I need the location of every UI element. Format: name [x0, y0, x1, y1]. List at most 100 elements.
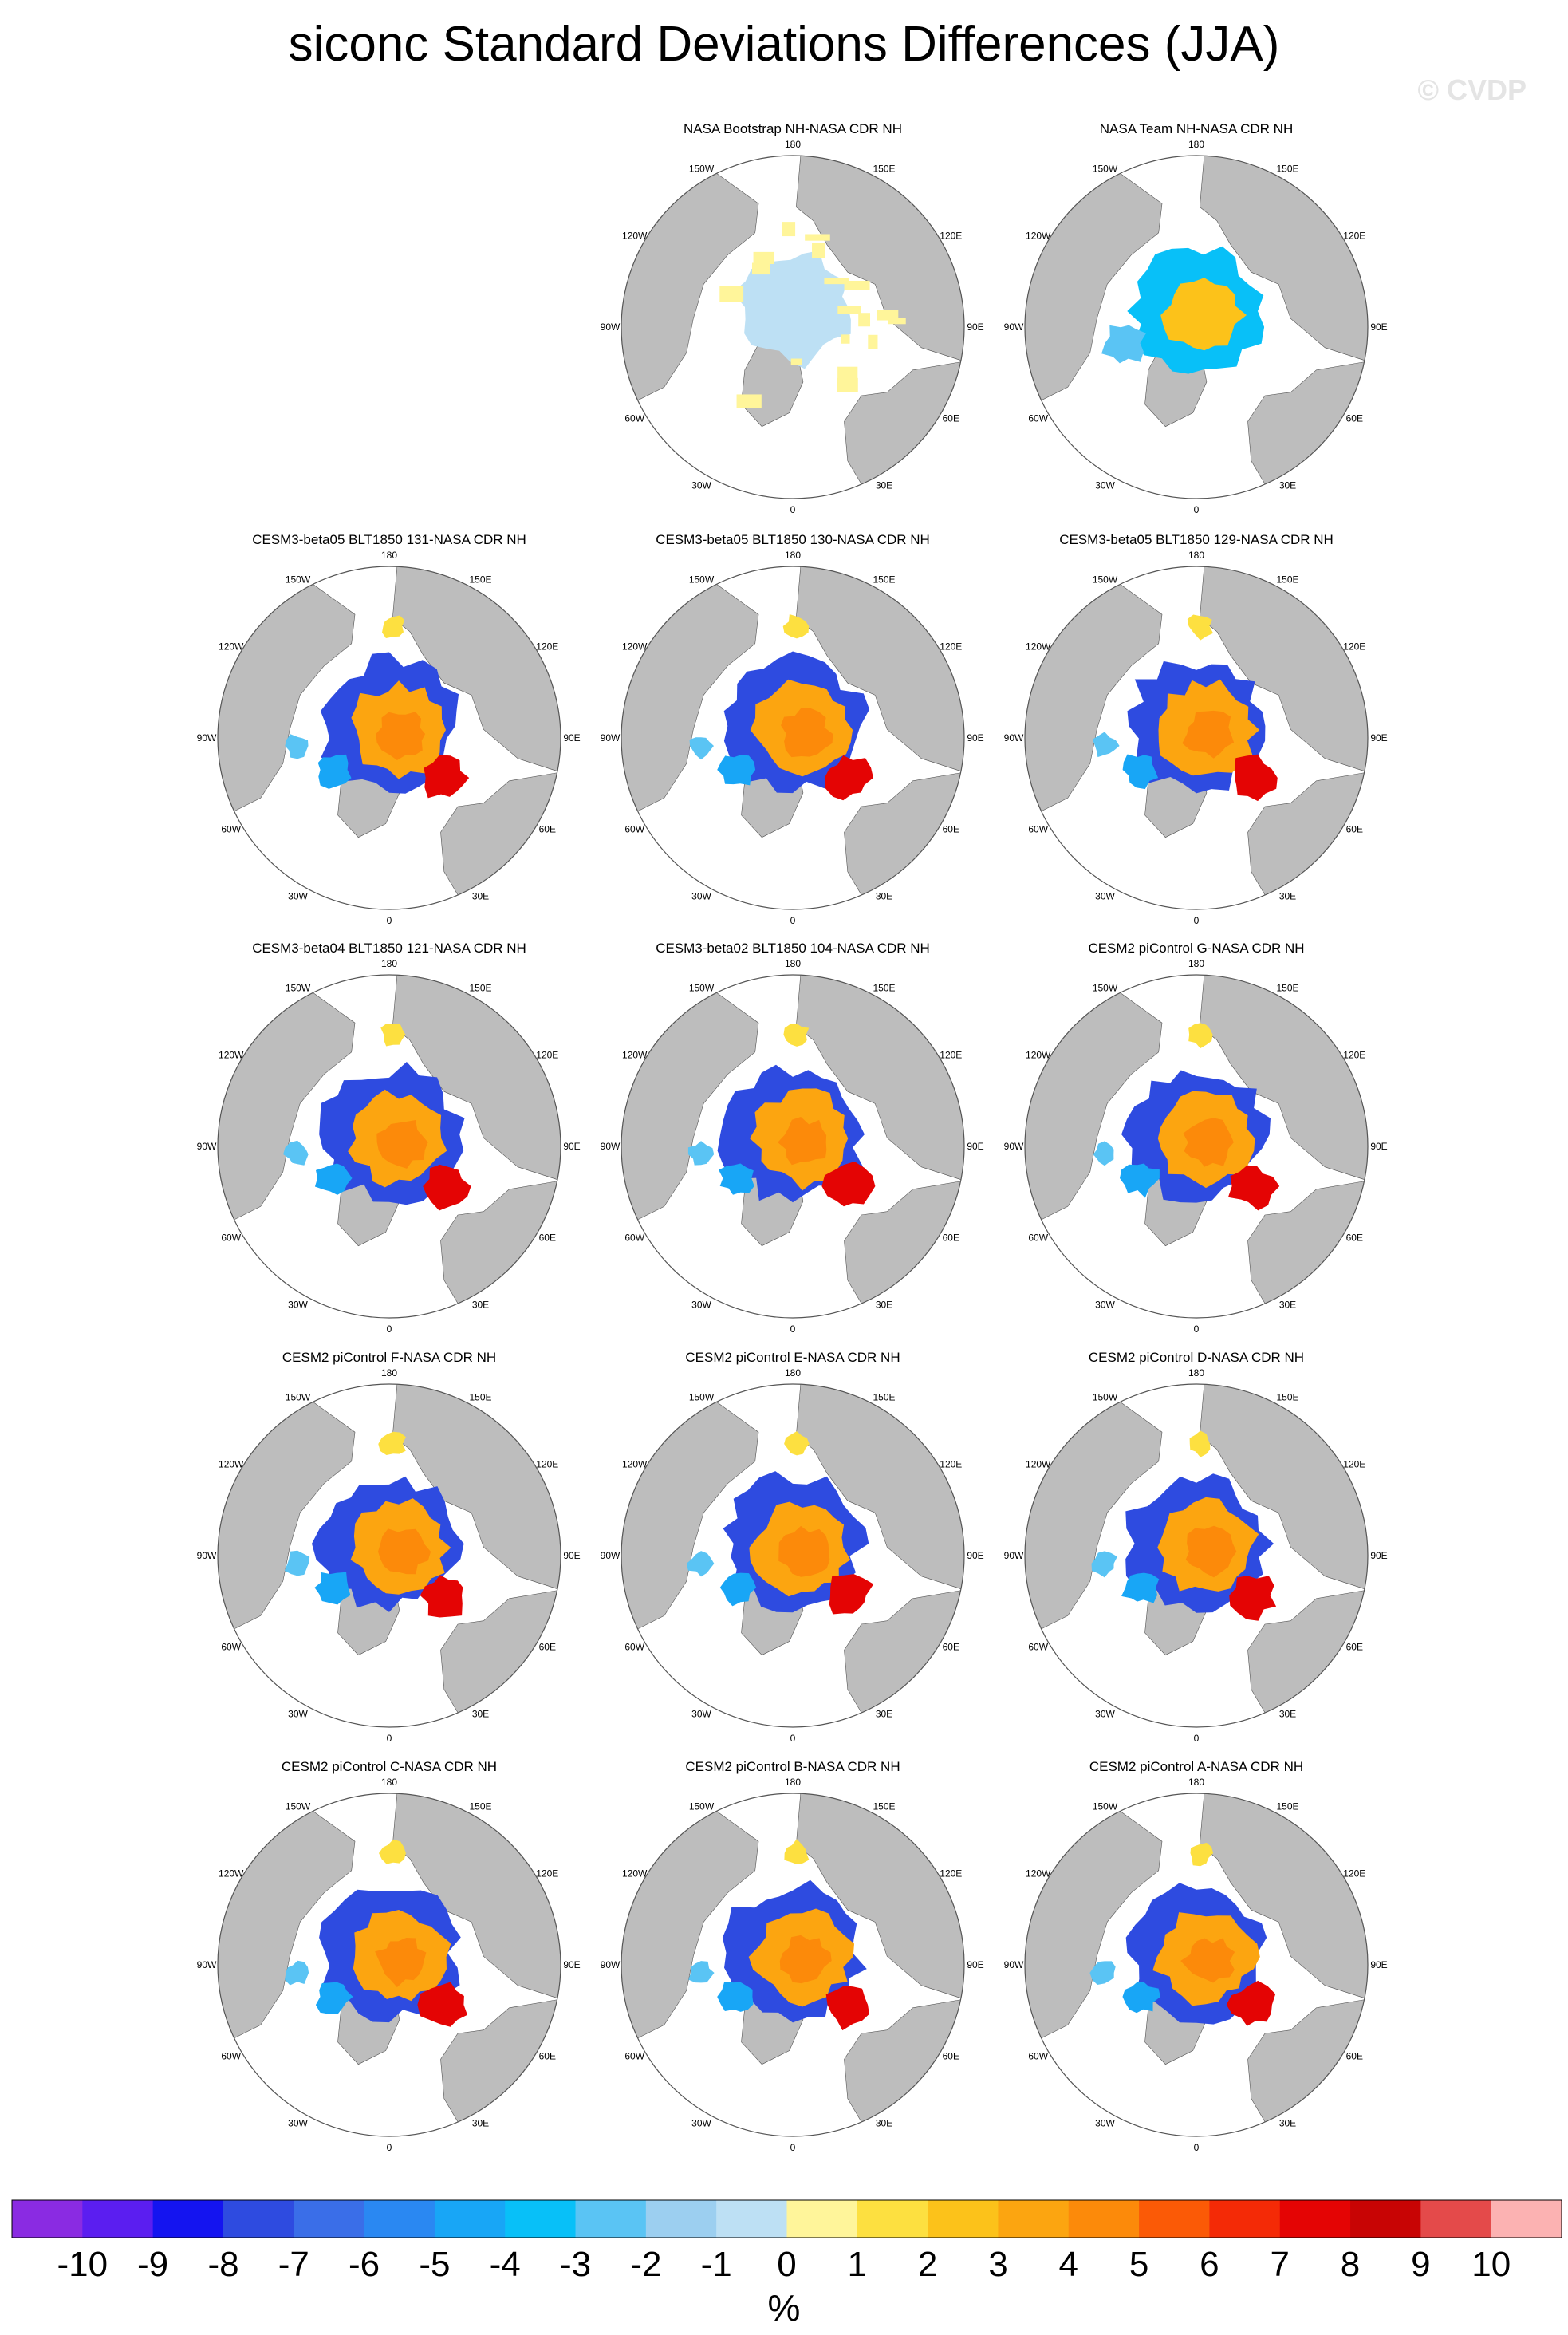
sea-ice-patch [888, 318, 906, 325]
longitude-label: 30W [288, 2117, 308, 2128]
sea-ice-patch [717, 755, 756, 786]
sea-ice-edge [1226, 1980, 1276, 2026]
longitude-label: 90E [1370, 321, 1387, 333]
sea-ice-core [1183, 1118, 1234, 1167]
sea-ice-patch [858, 313, 871, 327]
map-panel: CESM3-beta04 BLT1850 121-NASA CDR NH 180 1… [197, 941, 581, 1335]
colorbar: -10 -9 -8 -7 -6 -5 -4 -3 -2 -1 0 1 2 3 4 5 6 7 8 9 10% [11, 2199, 1562, 2329]
sea-ice-edge [825, 1986, 869, 2031]
sea-ice-patch [784, 1839, 810, 1864]
longitude-label: 120E [940, 1050, 962, 1061]
colorbar-tick-label: -8 [207, 2245, 238, 2284]
sea-ice-patch [378, 1431, 406, 1455]
longitude-label: 180 [1188, 958, 1204, 969]
map-boundary [1024, 1793, 1369, 2137]
longitude-label: 120W [1026, 1459, 1051, 1470]
sea-ice-patch [1121, 1572, 1160, 1603]
longitude-label: 90E [1370, 1141, 1387, 1152]
panel-title: NASA Bootstrap NH-NASA CDR NH [684, 121, 902, 136]
sea-ice-edge [420, 1575, 463, 1618]
longitude-label: 150E [469, 1392, 491, 1403]
longitude-label: 180 [1188, 550, 1204, 561]
longitude-label: 150W [286, 1801, 311, 1812]
colorbar-swatch [82, 2200, 154, 2238]
colorbar-swatch [12, 2200, 83, 2238]
sea-ice-patch [784, 1431, 810, 1456]
longitude-label: 120W [1026, 641, 1051, 653]
longitude-label: 120E [940, 1459, 962, 1470]
longitude-label: 60W [624, 2051, 644, 2062]
longitude-label: 90E [967, 321, 983, 333]
colorbar-swatch [716, 2200, 787, 2238]
longitude-label: 150W [689, 1801, 715, 1812]
map-boundary [1024, 155, 1369, 499]
longitude-label: 60W [1028, 1233, 1048, 1244]
sea-ice-core [376, 1120, 428, 1169]
longitude-label: 30E [876, 1708, 892, 1719]
longitude-label: 0 [387, 915, 392, 926]
longitude-label: 90E [1370, 1959, 1387, 1970]
panel-title: CESM2 piControl F-NASA CDR NH [282, 1350, 496, 1365]
sea-ice-edge [1235, 754, 1278, 802]
sea-ice-core [778, 1525, 830, 1577]
colorbar-swatch [505, 2200, 576, 2238]
panel-title: CESM2 piControl D-NASA CDR NH [1089, 1350, 1304, 1365]
map-panel: CESM2 piControl F-NASA CDR NH 180 150E 120E… [197, 1350, 581, 1744]
sea-ice-patch [1189, 1430, 1211, 1457]
longitude-label: 90E [563, 732, 580, 743]
map-boundary [217, 566, 561, 910]
longitude-label: 180 [785, 139, 801, 150]
sea-ice-core [778, 1117, 827, 1166]
longitude-label: 90E [563, 1141, 580, 1152]
longitude-label: 150W [1093, 164, 1118, 175]
longitude-label: 60W [624, 413, 644, 424]
longitude-label: 120E [1343, 231, 1365, 242]
map-boundary [1024, 974, 1369, 1319]
longitude-label: 30E [876, 890, 892, 901]
sea-ice-patch [837, 377, 858, 392]
sea-ice-patch [689, 737, 714, 760]
colorbar-swatch [1491, 2200, 1562, 2238]
sea-ice-patch [1093, 732, 1120, 758]
colorbar-units: % [768, 2287, 801, 2329]
map-panel: CESM2 piControl E-NASA CDR NH 180 150E 120E… [601, 1350, 984, 1744]
sea-ice-patch [284, 1550, 310, 1576]
longitude-label: 90E [563, 1550, 580, 1561]
longitude-label: 60W [221, 2051, 241, 2062]
sea-ice-core [378, 1528, 431, 1575]
longitude-label: 150E [1276, 164, 1298, 175]
longitude-label: 150W [689, 1392, 715, 1403]
longitude-label: 0 [387, 1323, 392, 1335]
longitude-label: 90W [601, 321, 621, 333]
colorbar-swatch [575, 2200, 647, 2238]
colorbar-swatch [1420, 2200, 1492, 2238]
longitude-label: 30W [288, 890, 308, 901]
longitude-label: 60W [221, 824, 241, 835]
colorbar-tick-label: 8 [1341, 2245, 1360, 2284]
map-panel: CESM2 piControl A-NASA CDR NH 180 150E 120E… [1004, 1759, 1388, 2153]
sea-ice-patch [379, 1839, 406, 1864]
longitude-label: 120W [219, 1868, 244, 1879]
colorbar-tick-label: -2 [630, 2245, 661, 2284]
longitude-label: 180 [785, 1777, 801, 1788]
longitude-label: 0 [1194, 915, 1200, 926]
longitude-label: 30W [691, 479, 711, 491]
colorbar-swatch [998, 2200, 1070, 2238]
sea-ice-core [1182, 710, 1235, 759]
longitude-label: 60W [624, 1233, 644, 1244]
map-boundary [621, 1793, 965, 2137]
sea-ice-patch [1120, 1163, 1160, 1198]
sea-ice-patch [285, 1960, 309, 1986]
sea-ice-patch [719, 1572, 757, 1607]
longitude-label: 30E [472, 1708, 489, 1719]
longitude-label: 30E [472, 2117, 489, 2128]
colorbar-tick-label: 5 [1129, 2245, 1148, 2284]
longitude-label: 150W [286, 983, 311, 994]
longitude-label: 0 [790, 2142, 796, 2153]
longitude-label: 0 [1194, 2142, 1200, 2153]
longitude-label: 150E [1276, 983, 1298, 994]
colorbar-tick-label: 9 [1411, 2245, 1430, 2284]
longitude-label: 150E [873, 1392, 895, 1403]
longitude-label: 120W [219, 641, 244, 653]
sea-ice-patch [844, 280, 870, 290]
